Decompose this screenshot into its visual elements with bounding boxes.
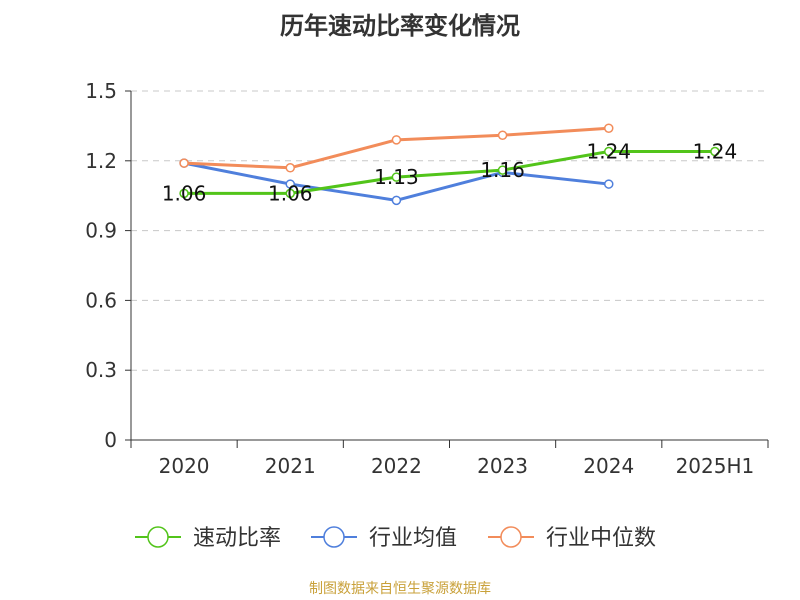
data-label: 1.16 [480,158,525,182]
source-note: 制图数据来自恒生聚源数据库 [309,581,491,597]
data-point [285,188,295,199]
x-tick-label: 2023 [477,454,528,478]
series-layer [179,123,720,206]
x-tick-label: 2021 [265,454,316,478]
data-point [710,146,720,157]
series-line [184,149,715,195]
legend-item: 行业均值 [311,526,457,551]
data-point [179,158,189,168]
data-point [604,146,614,157]
data-point [497,165,508,175]
legend: 速动比率 行业均值 行业中位数 [135,526,656,551]
data-point [179,188,189,199]
data-point [391,195,402,206]
chart-title: 历年速动比率变化情况 [280,12,520,40]
legend-swatch-marker [500,526,522,548]
y-tick-label: 0 [104,428,117,452]
x-tick-label: 2025H1 [676,454,755,478]
data-label-layer: 1.06 1.06 1.13 1.16 1.24 1.24 [162,139,737,205]
legend-label: 行业均值 [369,526,457,551]
data-point [604,179,614,189]
legend-swatch-marker [147,526,169,548]
y-tick-label: 0.6 [85,288,117,312]
axis-layer: 0 0.3 0.6 0.9 1.2 1.5 2020 2021 2022 2023 2024 2025… [85,79,769,478]
x-tick-label: 2024 [583,454,634,478]
data-point [391,172,402,182]
data-label: 1.06 [162,181,207,205]
y-tick-label: 0.9 [85,219,117,243]
legend-item: 速动比率 [135,526,281,551]
data-point [604,123,614,133]
data-label: 1.24 [693,139,738,163]
x-tick-label: 2020 [159,454,210,478]
legend-swatch-marker [323,526,345,548]
y-tick-label: 0.3 [85,358,117,382]
data-point [285,179,295,189]
legend-label: 行业中位数 [546,526,656,551]
data-label: 1.06 [268,181,313,205]
data-label: 1.24 [586,139,631,163]
grid-layer [131,90,768,371]
y-tick-label: 1.5 [85,79,117,103]
y-tick-label: 1.2 [85,149,117,173]
data-point [285,163,295,173]
data-label: 1.13 [374,165,419,189]
data-point [391,135,402,145]
x-tick-label: 2022 [371,454,422,478]
legend-label: 速动比率 [193,526,281,551]
data-point [497,130,508,140]
legend-item: 行业中位数 [488,526,656,551]
